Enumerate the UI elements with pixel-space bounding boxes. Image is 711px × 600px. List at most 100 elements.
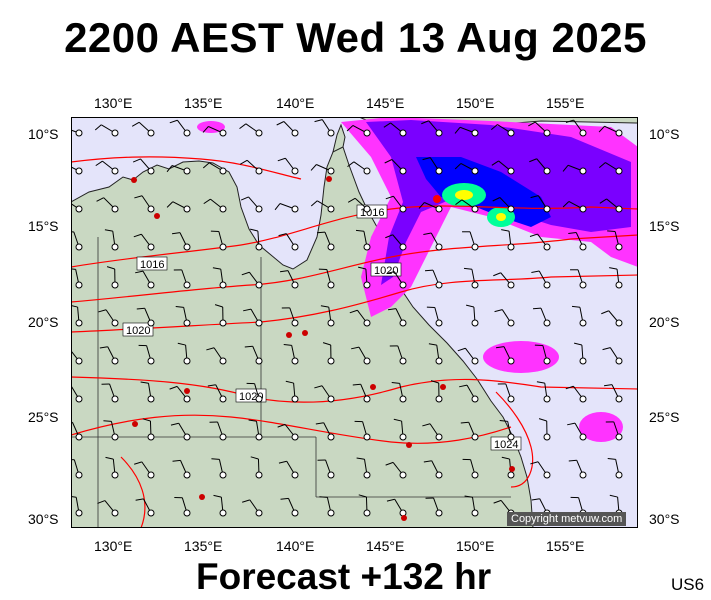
wind-barb-feather bbox=[349, 309, 358, 314]
wind-barb-station bbox=[363, 205, 371, 213]
lat-label-right-30: 30°S bbox=[649, 511, 680, 527]
wind-barb-station bbox=[399, 205, 407, 213]
wind-barb-station bbox=[507, 357, 515, 365]
wind-barb-station bbox=[75, 167, 83, 175]
wind-barb-station bbox=[327, 433, 335, 441]
wind-barb-feather bbox=[283, 344, 292, 346]
wind-barb-station bbox=[219, 509, 227, 517]
wind-barb-station bbox=[111, 509, 119, 517]
station-dot bbox=[440, 384, 446, 390]
wind-barb-feather bbox=[562, 201, 570, 208]
rain-core-cell-2 bbox=[496, 213, 506, 221]
wind-barb-feather bbox=[322, 342, 331, 346]
wind-barb-station bbox=[435, 471, 443, 479]
wind-barb-feather bbox=[106, 266, 115, 270]
wind-barb-station bbox=[507, 205, 515, 213]
lon-label-bottom-130: 130°E bbox=[94, 538, 133, 554]
wind-barb-station bbox=[615, 129, 623, 137]
wind-barb-station bbox=[291, 129, 299, 137]
wind-barb-feather bbox=[103, 420, 112, 422]
station-dot bbox=[509, 466, 515, 472]
wind-barb-station bbox=[219, 167, 227, 175]
wind-barb-station bbox=[327, 167, 335, 175]
wind-barb-station bbox=[291, 433, 299, 441]
wind-barb-station bbox=[363, 395, 371, 403]
wind-barb-feather bbox=[248, 419, 257, 422]
wind-barb-station bbox=[399, 167, 407, 175]
wind-barb-feather bbox=[351, 346, 360, 350]
wind-barb-station bbox=[399, 319, 407, 327]
rain-spot-coral-sea bbox=[579, 412, 623, 442]
wind-barb-feather bbox=[244, 345, 253, 348]
wind-barb-feather bbox=[280, 497, 289, 500]
wind-barb-feather bbox=[358, 266, 367, 270]
wind-barb-station bbox=[615, 167, 623, 175]
wind-barb-feather bbox=[607, 458, 616, 460]
wind-barb-station bbox=[75, 433, 83, 441]
wind-barb-feather bbox=[135, 498, 144, 501]
wind-barb-feather bbox=[310, 200, 318, 207]
wind-barb-feather bbox=[314, 385, 323, 389]
station-dots bbox=[131, 176, 515, 521]
rain-core-cell-1 bbox=[455, 190, 473, 200]
wind-barb-station bbox=[111, 319, 119, 327]
station-dot bbox=[286, 332, 292, 338]
wind-barb-station bbox=[543, 205, 551, 213]
wind-barb-station bbox=[111, 243, 119, 251]
wind-barb-station bbox=[471, 471, 479, 479]
wind-barb-feather bbox=[213, 494, 222, 498]
wind-barb-feather bbox=[428, 343, 437, 346]
wind-barb-station bbox=[471, 395, 479, 403]
wind-barb-feather bbox=[136, 307, 145, 310]
wind-barb-feather bbox=[169, 385, 178, 390]
lon-label-bottom-150: 150°E bbox=[456, 538, 495, 554]
wind-barb-station bbox=[435, 205, 443, 213]
wind-barb-feather bbox=[315, 422, 324, 425]
wind-barb-feather bbox=[466, 304, 475, 308]
wind-barb-feather bbox=[277, 157, 286, 162]
wind-barb-station bbox=[183, 433, 191, 441]
wind-barb-station bbox=[579, 357, 587, 365]
wind-barb-station bbox=[111, 167, 119, 175]
wind-barb-station bbox=[399, 433, 407, 441]
wind-barb-station bbox=[471, 205, 479, 213]
wind-barb-feather bbox=[385, 461, 394, 466]
wind-barb-station bbox=[435, 357, 443, 365]
wind-barb-station bbox=[471, 129, 479, 137]
wind-barb-feather bbox=[607, 230, 616, 232]
wind-barb-feather bbox=[423, 460, 432, 463]
wind-barb-station bbox=[507, 129, 515, 137]
wind-barb-station bbox=[255, 433, 263, 441]
wind-barb-feather bbox=[562, 164, 569, 172]
wind-barb-station bbox=[327, 395, 335, 403]
wind-barb-station bbox=[363, 357, 371, 365]
wind-barb-feather bbox=[386, 271, 395, 275]
wind-barb-feather bbox=[418, 202, 425, 209]
wind-barb-station bbox=[219, 395, 227, 403]
wind-barb-feather bbox=[598, 162, 606, 169]
wind-barb-feather bbox=[493, 499, 502, 504]
wind-barb-station bbox=[579, 433, 587, 441]
wind-barb-feather bbox=[602, 347, 611, 351]
wind-barb-station bbox=[579, 243, 587, 251]
wind-barb-feather bbox=[355, 229, 365, 232]
wind-barb-feather bbox=[177, 342, 186, 346]
wind-barb-feather bbox=[172, 459, 181, 462]
wind-barb-station bbox=[579, 471, 587, 479]
lat-label-right-15: 15°S bbox=[649, 218, 680, 234]
wind-barb-feather bbox=[347, 197, 356, 203]
wind-barb-station bbox=[255, 395, 263, 403]
wind-barb-feather bbox=[384, 159, 393, 164]
wind-barb-feather bbox=[423, 232, 432, 236]
wind-barb-feather bbox=[494, 309, 503, 313]
wind-barb-station bbox=[183, 509, 191, 517]
wind-barb-feather bbox=[352, 383, 361, 386]
wind-barb-station bbox=[183, 357, 191, 365]
wind-barb-station bbox=[255, 471, 263, 479]
wind-barb-station bbox=[219, 471, 227, 479]
isobar-line bbox=[120, 456, 146, 528]
wind-barb-station bbox=[543, 357, 551, 365]
wind-barb-feather bbox=[491, 160, 499, 166]
wind-barb-station bbox=[219, 433, 227, 441]
wind-barb-feather bbox=[601, 310, 609, 315]
